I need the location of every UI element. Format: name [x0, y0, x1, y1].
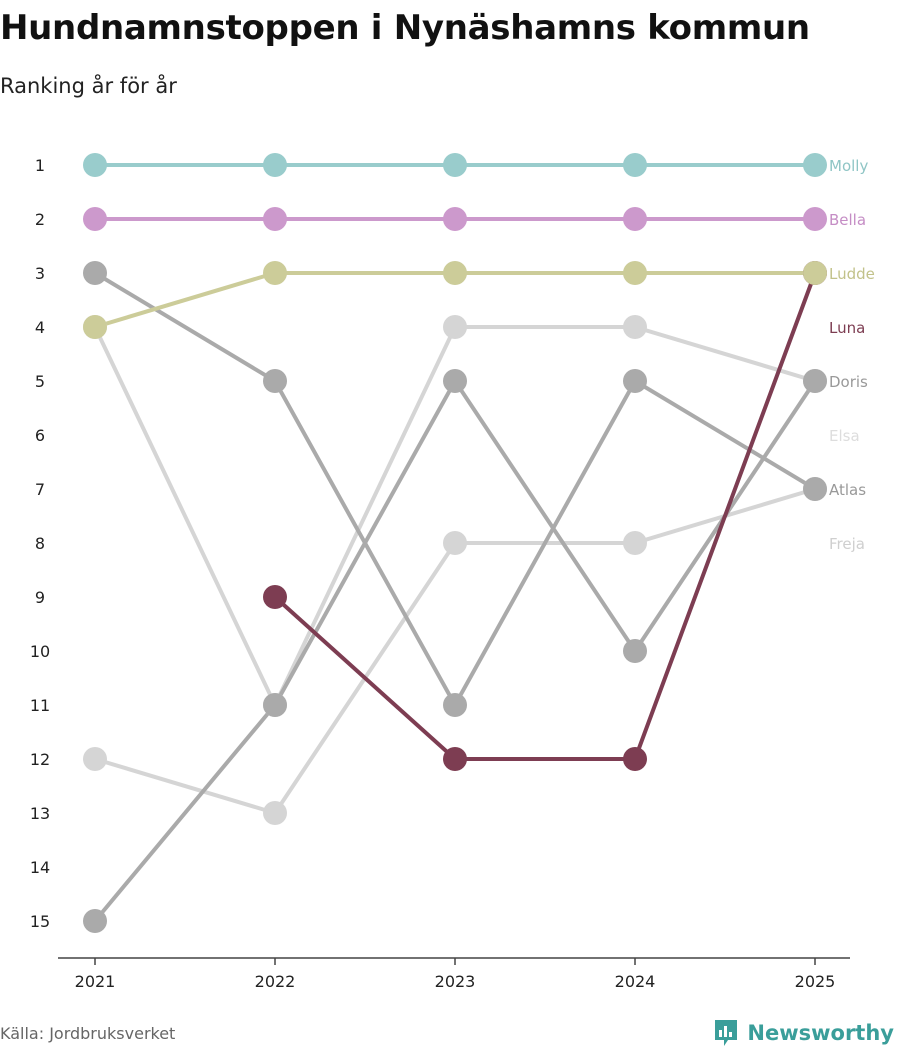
point-elsa-2024: [623, 315, 647, 339]
point-atlas-2025: [803, 477, 827, 501]
point-ludde-2021: [83, 315, 107, 339]
y-tick-label-14: 14: [30, 858, 50, 877]
y-tick-label-13: 13: [30, 804, 50, 823]
y-tick-label-10: 10: [30, 642, 50, 661]
chart-title: Hundnamnstoppen i Nynäshamns kommun: [0, 8, 810, 48]
point-luna-2024: [623, 747, 647, 771]
point-doris-2025: [803, 369, 827, 393]
x-tick-label-2022: 2022: [255, 972, 296, 991]
series-line-luna: [273, 272, 817, 761]
point-bella-2024: [623, 207, 647, 231]
y-tick-label-5: 5: [35, 372, 45, 391]
point-atlas-2022: [263, 369, 287, 393]
y-tick-label-12: 12: [30, 750, 50, 769]
x-tick-label-2025: 2025: [795, 972, 836, 991]
point-molly-2022: [263, 153, 287, 177]
y-tick-label-1: 1: [35, 156, 45, 175]
point-bella-2025: [803, 207, 827, 231]
x-tick-label-2024: 2024: [615, 972, 656, 991]
y-tick-label-2: 2: [35, 210, 45, 229]
point-molly-2024: [623, 153, 647, 177]
point-freja-2021: [83, 747, 107, 771]
point-molly-2023: [443, 153, 467, 177]
point-doris-2021: [83, 909, 107, 933]
point-atlas-2023: [443, 693, 467, 717]
chart-subtitle: Ranking år för år: [0, 74, 177, 98]
y-tick-label-6: 6: [35, 426, 45, 445]
brand-name: Newsworthy: [747, 1021, 894, 1045]
point-elsa-2023: [443, 315, 467, 339]
point-atlas-2021: [83, 261, 107, 285]
point-ludde-2022: [263, 261, 287, 285]
x-tick-label-2023: 2023: [435, 972, 476, 991]
point-luna-2022: [263, 585, 287, 609]
point-bella-2022: [263, 207, 287, 231]
series-label-ludde: Ludde: [829, 265, 875, 283]
newsworthy-icon: [715, 1020, 738, 1046]
series-line-doris: [93, 379, 817, 923]
point-bella-2021: [83, 207, 107, 231]
y-tick-label-15: 15: [30, 912, 50, 931]
brand-logo: Newsworthy: [713, 1018, 894, 1048]
point-molly-2025: [803, 153, 827, 177]
x-tick-label-2021: 2021: [75, 972, 116, 991]
point-doris-2024: [623, 639, 647, 663]
point-freja-2024: [623, 531, 647, 555]
y-tick-label-8: 8: [35, 534, 45, 553]
series-label-freja: Freja: [829, 535, 865, 553]
y-tick-label-4: 4: [35, 318, 45, 337]
series-label-bella: Bella: [829, 211, 866, 229]
source-note: Källa: Jordbruksverket: [0, 1024, 176, 1043]
series-label-luna: Luna: [829, 319, 865, 337]
series-label-atlas: Atlas: [829, 481, 866, 499]
point-atlas-2024: [623, 369, 647, 393]
y-tick-label-3: 3: [35, 264, 45, 283]
point-luna-2023: [443, 747, 467, 771]
point-freja-2023: [443, 531, 467, 555]
series-label-doris: Doris: [829, 373, 868, 391]
point-ludde-2023: [443, 261, 467, 285]
point-ludde-2025: [803, 261, 827, 285]
point-molly-2021: [83, 153, 107, 177]
y-tick-label-11: 11: [30, 696, 50, 715]
series-label-elsa: Elsa: [829, 427, 860, 445]
y-tick-label-7: 7: [35, 480, 45, 499]
point-bella-2023: [443, 207, 467, 231]
point-doris-2022: [263, 693, 287, 717]
point-freja-2022: [263, 801, 287, 825]
point-ludde-2024: [623, 261, 647, 285]
series-label-molly: Molly: [829, 157, 868, 175]
y-tick-label-9: 9: [35, 588, 45, 607]
point-doris-2023: [443, 369, 467, 393]
